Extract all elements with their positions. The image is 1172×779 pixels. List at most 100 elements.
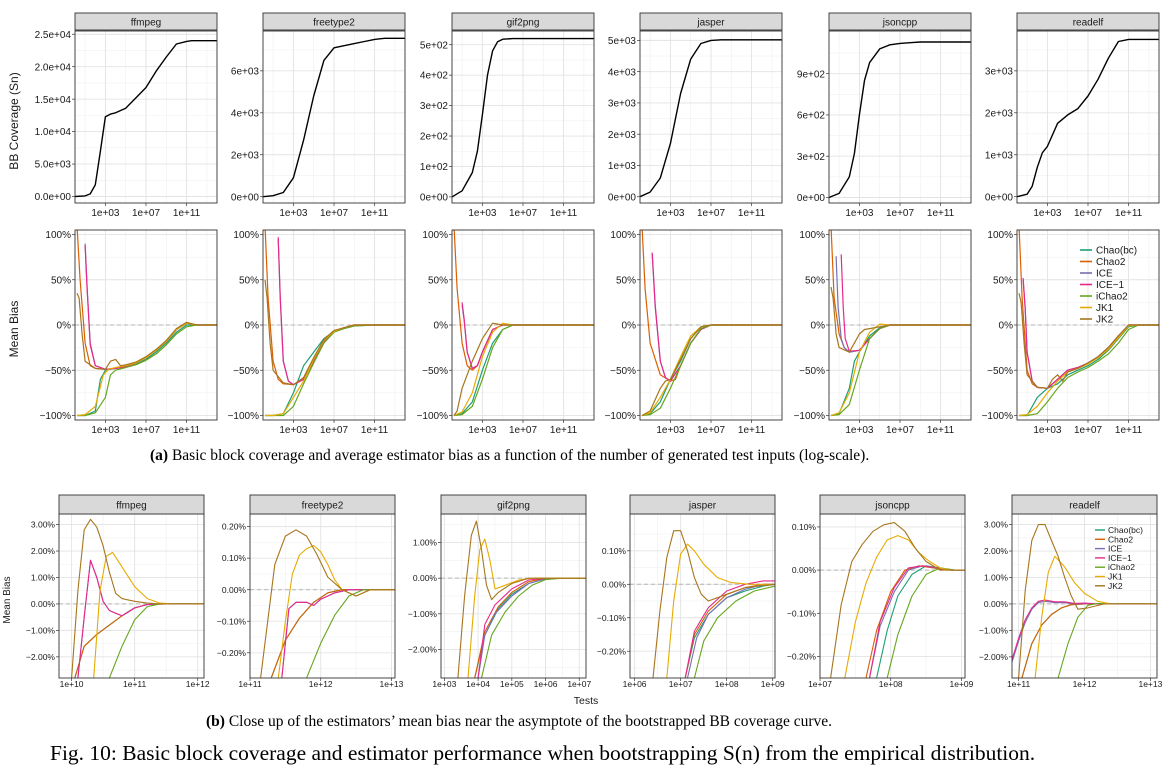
y-tick-label: −1.00% [26,625,56,635]
x-tick-label: 1e+11 [927,208,955,219]
series-line-JK2 [641,324,782,417]
y-tick-label: 50% [805,275,825,286]
legend-label: JK1 [1108,572,1123,582]
y-tick-label: 100% [610,230,636,241]
x-tick-label: 1e+03 [91,208,120,219]
y-tick-label: 100% [233,230,259,241]
y-tick-label: 0.00% [602,579,627,589]
x-tick-label: 1e+11 [238,679,262,689]
y-tick-label: 9e+02 [797,69,826,80]
y-tick-label: 3.00% [31,520,56,530]
y-tick-label: 0% [622,321,637,332]
x-tick-label: 1e+07 [1074,208,1103,219]
y-tick-label: 0% [57,321,72,332]
y-tick-label: 1e+02 [420,162,449,173]
series-line-iChao2 [265,324,405,417]
y-tick-label: −50% [233,366,259,377]
y-tick-label: 2.0e+04 [35,62,72,73]
y-tick-label: −0.20% [787,651,817,661]
y-tick-label: 0.10% [222,553,247,563]
x-tick-label: 1e+11 [550,208,578,219]
y-tick-label: 2.5e+04 [35,30,72,41]
y-tick-label: −0.20% [217,648,247,658]
y-tick-label: −100% [228,411,260,422]
legend-label: JK2 [1096,315,1114,326]
x-tick-label: 1e+07 [132,208,161,219]
y-tick-label: −100% [417,411,449,422]
y-tick-label: 100% [422,230,448,241]
panel-strip [1011,494,1158,515]
panel-border [451,229,595,421]
coverage-line [1017,38,1159,198]
panel-title: ffmpeg [116,501,146,512]
y-tick-label: −2.00% [408,645,438,655]
y-tick-label: −100% [982,411,1014,422]
y-tick-label: 50% [993,275,1013,286]
y-tick-label: 0% [434,321,449,332]
panel-strip [819,494,966,515]
y-tick-label: 0e+00 [985,192,1014,203]
x-tick-label: 1e+07 [669,679,693,689]
x-tick-label: 1e+11 [361,425,389,436]
y-tick-label: 0% [245,321,260,332]
y-tick-label: −0.10% [597,613,627,623]
panel-strip [249,494,396,515]
y-tick-label: −2.00% [979,652,1009,662]
series-line-JK2 [1018,524,1157,678]
panel-border [639,30,783,204]
x-tick-label: 1e+03 [91,425,120,436]
x-tick-label: 1e+07 [509,208,538,219]
x-tick-label: 1e+11 [1115,425,1143,436]
x-tick-label: 1e+07 [697,208,726,219]
series-line-JK1 [76,322,217,417]
y-tick-label: −0.10% [787,608,817,618]
panel-strip [440,494,587,515]
y-tick-label: 1.00% [984,573,1009,583]
subcaption-a: (a) Basic block coverage and average est… [150,447,869,465]
x-tick-label: 1e+07 [886,425,915,436]
panel-border [828,30,972,204]
panel-strip [639,12,783,31]
legend-label: JK1 [1096,303,1114,314]
figure-caption-text: Basic block coverage and estimator perfo… [122,741,1036,765]
legend-label: ICE [1096,269,1113,280]
subcaption-a-label: (a) [150,447,169,464]
x-tick-label: 1e+05 [500,679,524,689]
y-tick-label: −100% [605,411,637,422]
y-tick-label: −50% [799,366,825,377]
y-tick-label: 1.0e+04 [35,127,72,138]
x-tick-label: 1e+11 [738,208,766,219]
x-tick-label: 1e+07 [886,208,915,219]
y-tick-label: −50% [45,366,71,377]
panel-title: freetype2 [302,501,344,512]
y-tick-label: 2e+03 [985,108,1014,119]
legend-label: Chao(bc) [1108,525,1143,535]
x-tick-label: 1e+03 [845,425,874,436]
panel-title: jasper [688,501,717,512]
panel-title: jsoncpp [882,18,918,29]
x-tick-label: 1e+07 [697,425,726,436]
y-tick-label: 3e+02 [797,152,826,163]
panel-strip [74,12,218,31]
x-tick-label: 1e+03 [432,679,456,689]
y-tick-label: 3e+03 [608,99,637,110]
panel-title: readelf [1069,501,1100,512]
y-tick-label: 0% [999,321,1014,332]
y-tick-label: 0.0e+00 [35,192,72,203]
figure-caption: Fig. 10: Basic block coverage and estima… [50,741,1035,766]
series-line-ICE−1 [684,580,775,678]
legend-label: ICE [1108,544,1123,554]
series-line-iChao2 [77,324,217,417]
y-tick-label: 1.5e+04 [35,95,72,106]
panel-title: gif2png [497,501,530,512]
y-tick-label: 0.10% [792,522,817,532]
y-tick-label: 0% [811,321,826,332]
x-tick-label: 1e+11 [738,425,766,436]
panel-title: gif2png [507,18,540,29]
y-tick-label: 2.00% [31,546,56,556]
x-tick-label: 1e+03 [468,425,497,436]
legend-label: Chao2 [1096,257,1126,268]
x-tick-label: 1e+07 [320,425,349,436]
y-tick-label: −2.00% [26,652,56,662]
series-line-JK2 [1018,293,1159,389]
